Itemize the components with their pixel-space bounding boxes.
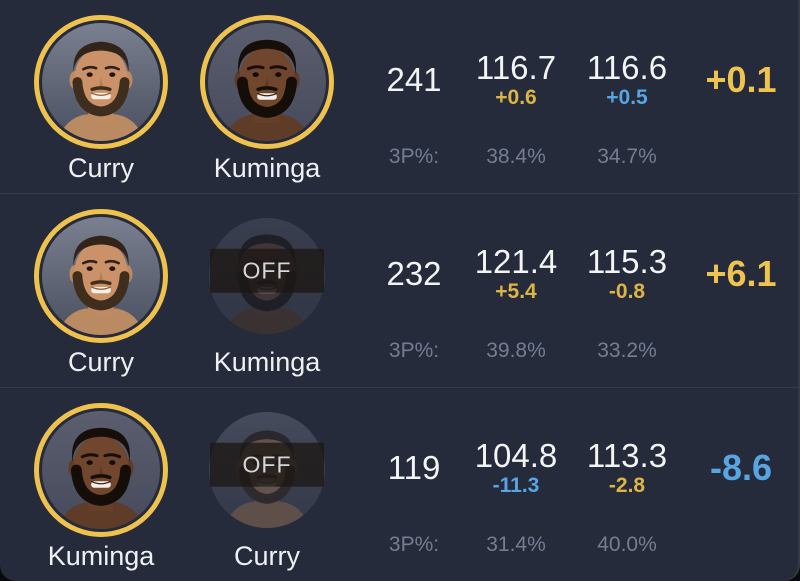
player-column-right: Kuminga <box>192 15 342 193</box>
three-pt-value-1: 39.8% <box>486 339 546 362</box>
stats-pane: 241 116.7 +0.6 116.6 +0.5 +0.1 3P%: 38.4… <box>368 0 800 193</box>
net-rating-value: -8.6 <box>709 446 773 488</box>
rating-value: 115.3 <box>586 242 668 280</box>
lineup-row-kuminga-off[interactable]: Curry OFF Kuminga 232 121.4 +5 <box>0 193 800 387</box>
player-pair: Curry OFF Kuminga <box>0 194 368 387</box>
minutes-value: 119 <box>387 448 441 486</box>
kuminga-portrait-icon <box>42 411 160 529</box>
minutes-value: 241 <box>386 60 442 98</box>
net-rating-value: +6.1 <box>705 252 777 294</box>
rating-value: 104.8 <box>474 436 558 474</box>
rating-column-1: 104.8 -11.3 <box>460 438 572 498</box>
off-badge: OFF <box>210 442 324 487</box>
three-pt-label: 3P%: <box>388 145 440 168</box>
player-pair: Kuminga OFF Curry <box>0 388 368 581</box>
off-badge-label: OFF <box>242 451 292 478</box>
player-column-right: OFF Curry <box>192 403 342 581</box>
rating-value: 116.7 <box>475 48 557 86</box>
rating-delta: +0.6 <box>495 86 537 110</box>
player-name: Kuminga <box>213 153 321 183</box>
rating-delta: -0.8 <box>608 280 646 304</box>
net-rating-value: +0.1 <box>705 58 777 100</box>
off-badge: OFF <box>210 248 324 293</box>
lineup-row-curry-off[interactable]: Kuminga OFF Curry 119 104.8 -1 <box>0 387 800 581</box>
three-pt-label: 3P%: <box>388 339 440 362</box>
rating-delta: +0.5 <box>606 86 648 110</box>
three-pt-value-1: 31.4% <box>486 533 546 556</box>
player-name: Curry <box>234 541 300 571</box>
three-pt-label: 3P%: <box>388 533 440 556</box>
stats-pane: 232 121.4 +5.4 115.3 -0.8 +6.1 3P%: 39.8… <box>368 194 800 387</box>
rating-value: 121.4 <box>474 242 558 280</box>
lineup-row-both-on[interactable]: Curry Kuminga 241 116.7 +0.6 116.6 <box>0 0 800 193</box>
player-avatar-kuminga-off[interactable]: OFF <box>200 209 334 343</box>
three-pt-value-2: 33.2% <box>597 339 657 362</box>
player-avatar-kuminga-on[interactable] <box>34 403 168 537</box>
rating-delta: +5.4 <box>495 280 537 304</box>
player-name: Kuminga <box>213 347 321 377</box>
rating-delta: -11.3 <box>492 474 540 498</box>
player-pair: Curry Kuminga <box>0 0 368 193</box>
player-column-left: Curry <box>26 15 176 193</box>
player-name: Kuminga <box>47 541 155 571</box>
player-column-right: OFF Kuminga <box>192 209 342 387</box>
stats-pane: 119 104.8 -11.3 113.3 -2.8 -8.6 3P%: 31.… <box>368 388 800 581</box>
three-pt-value-1: 38.4% <box>486 145 546 168</box>
player-name: Curry <box>68 347 134 377</box>
player-name: Curry <box>68 153 134 183</box>
three-pt-value-2: 40.0% <box>597 533 657 556</box>
three-pt-value-2: 34.7% <box>597 145 657 168</box>
curry-portrait-icon <box>42 23 160 141</box>
player-avatar-curry-on[interactable] <box>34 209 168 343</box>
rating-value: 116.6 <box>586 48 668 86</box>
player-column-left: Kuminga <box>26 403 176 581</box>
rating-column-2: 116.6 +0.5 <box>572 50 682 110</box>
player-avatar-curry-off[interactable]: OFF <box>200 403 334 537</box>
rating-value: 113.3 <box>586 436 668 474</box>
player-avatar-curry-on[interactable] <box>34 15 168 149</box>
rating-column-1: 121.4 +5.4 <box>460 244 572 304</box>
rating-column-1: 116.7 +0.6 <box>460 50 572 110</box>
player-avatar-kuminga-on[interactable] <box>200 15 334 149</box>
off-badge-label: OFF <box>242 257 292 284</box>
minutes-value: 232 <box>386 254 442 292</box>
curry-portrait-icon <box>42 217 160 335</box>
rating-delta: -2.8 <box>608 474 646 498</box>
rating-column-2: 115.3 -0.8 <box>572 244 682 304</box>
kuminga-portrait-icon <box>208 23 326 141</box>
rating-column-2: 113.3 -2.8 <box>572 438 682 498</box>
player-column-left: Curry <box>26 209 176 387</box>
